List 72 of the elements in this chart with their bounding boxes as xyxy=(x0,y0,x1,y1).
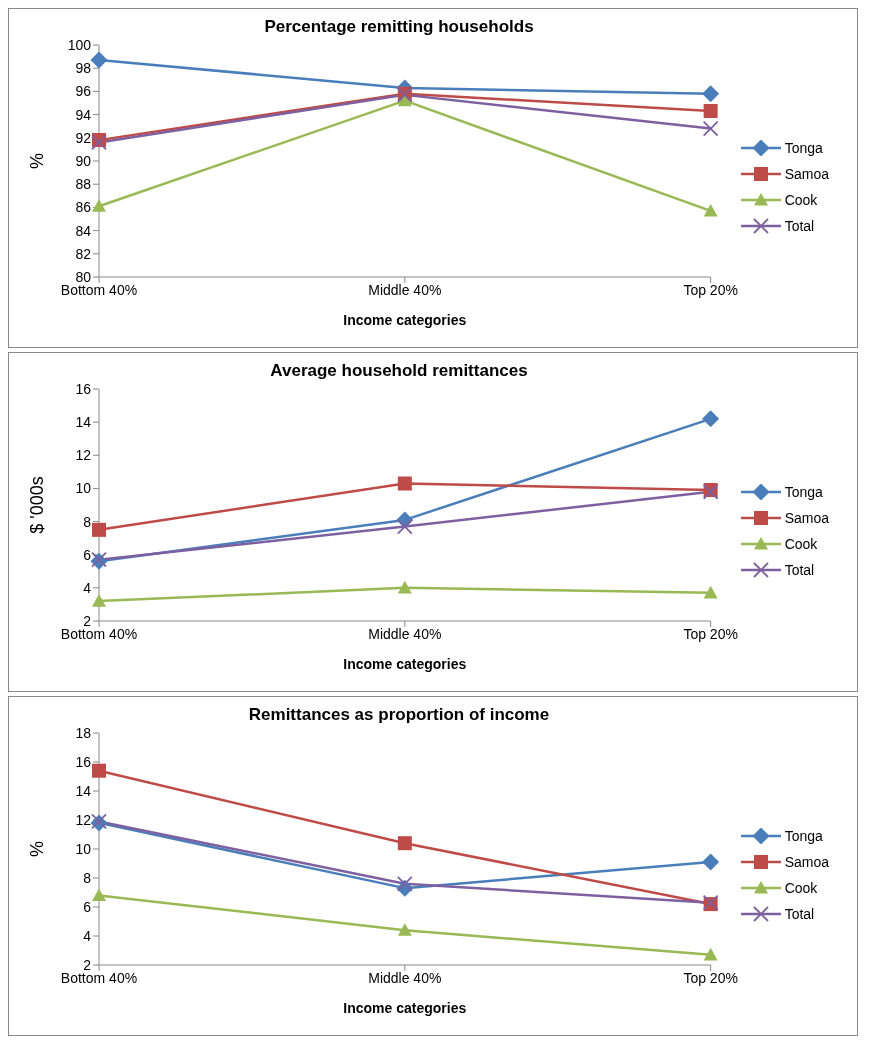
point xyxy=(90,51,108,69)
chart-title: Average household remittances xyxy=(269,360,529,381)
y-axis-title: % xyxy=(27,152,48,170)
y-tick-label: 6 xyxy=(83,898,92,915)
legend-label: Cook xyxy=(784,536,818,552)
y-tick-label: 8 xyxy=(83,513,92,530)
x-tick-label: Top 20% xyxy=(683,625,738,642)
y-tick-label: 14 xyxy=(75,414,92,431)
y-tick-label: 6 xyxy=(83,546,92,563)
x-tick-label: Top 20% xyxy=(683,281,738,298)
point xyxy=(702,120,719,137)
point xyxy=(92,888,106,901)
point xyxy=(702,410,720,428)
point xyxy=(397,580,412,594)
legend-label: Total xyxy=(784,906,815,922)
point xyxy=(703,585,718,599)
y-tick-label: 12 xyxy=(75,811,92,828)
y-axis-title: % xyxy=(27,840,48,858)
point xyxy=(397,923,412,936)
y-tick-label: 16 xyxy=(75,380,92,397)
x-tick-label: Middle 40% xyxy=(368,969,442,986)
point xyxy=(702,853,720,871)
legend-label: Tonga xyxy=(784,140,823,156)
x-tick-label: Middle 40% xyxy=(368,281,442,298)
point xyxy=(92,594,106,607)
legend-label: Tonga xyxy=(784,484,823,500)
point xyxy=(92,522,106,537)
y-tick-label: 12 xyxy=(75,447,92,464)
x-tick-label: Top 20% xyxy=(683,969,738,986)
point xyxy=(397,476,412,491)
point xyxy=(702,85,720,103)
chart-title: Remittances as proportion of income xyxy=(247,704,551,725)
y-tick-label: 14 xyxy=(75,782,92,799)
y-tick-label: 16 xyxy=(75,753,92,770)
y-tick-label: 98 xyxy=(75,60,92,77)
y-tick-label: 96 xyxy=(75,83,92,100)
point xyxy=(397,836,412,851)
y-tick-label: 10 xyxy=(75,840,92,857)
legend-label: Samoa xyxy=(784,510,829,526)
legend-label: Tonga xyxy=(784,828,823,844)
y-tick-label: 86 xyxy=(75,199,92,216)
legend-label: Total xyxy=(784,562,815,578)
x-tick-label: Middle 40% xyxy=(368,625,442,642)
point xyxy=(396,875,413,892)
x-axis-title: Income categories xyxy=(343,1000,467,1016)
point xyxy=(703,947,718,961)
y-tick-label: 100 xyxy=(67,36,92,53)
point xyxy=(703,104,718,119)
point xyxy=(703,203,718,217)
y-tick-label: 94 xyxy=(75,106,92,123)
legend-label: Cook xyxy=(784,192,818,208)
y-tick-label: 84 xyxy=(75,222,92,239)
y-tick-label: 88 xyxy=(75,176,92,193)
legend-label: Samoa xyxy=(784,854,829,870)
legend-label: Samoa xyxy=(784,166,829,182)
y-tick-label: 18 xyxy=(75,724,92,741)
point xyxy=(92,763,106,778)
point xyxy=(92,199,106,212)
y-axis-title: $ '000s xyxy=(27,476,48,534)
point xyxy=(396,518,413,535)
y-tick-label: 4 xyxy=(83,579,92,596)
x-axis-title: Income categories xyxy=(343,312,467,328)
chart-title: Percentage remitting households xyxy=(263,16,535,37)
y-tick-label: 92 xyxy=(75,129,92,146)
legend-label: Total xyxy=(784,218,815,234)
y-tick-label: 4 xyxy=(83,927,92,944)
y-tick-label: 10 xyxy=(75,480,92,497)
x-axis-title: Income categories xyxy=(343,656,467,672)
legend-label: Cook xyxy=(784,880,818,896)
y-tick-label: 82 xyxy=(75,245,92,262)
y-tick-label: 90 xyxy=(75,152,92,169)
y-tick-label: 8 xyxy=(83,869,92,886)
